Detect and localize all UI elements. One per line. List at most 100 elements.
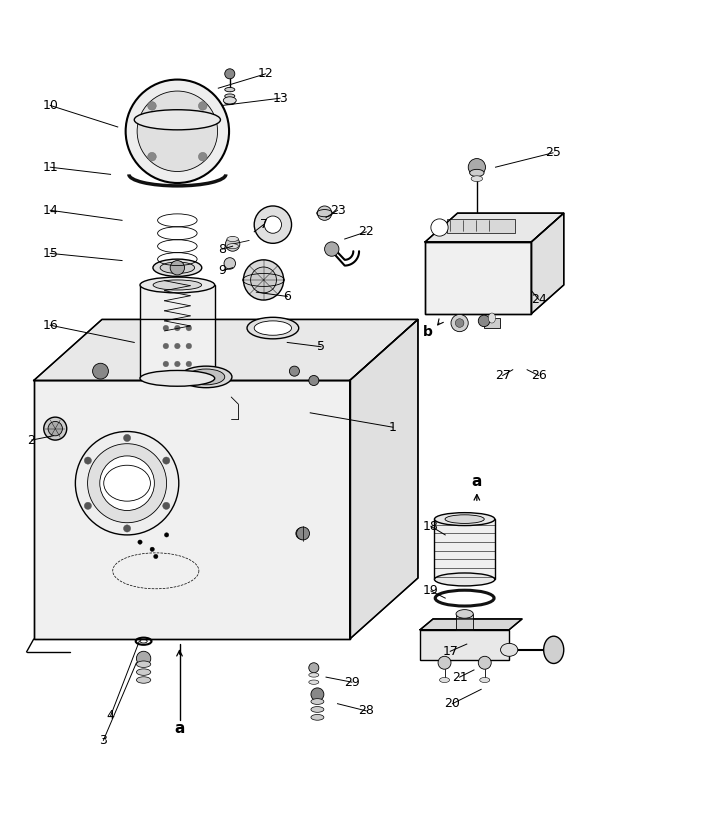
Bar [435, 519, 495, 580]
Ellipse shape [309, 680, 319, 685]
Text: 10: 10 [43, 99, 58, 112]
Circle shape [296, 527, 309, 540]
Circle shape [174, 344, 180, 349]
Circle shape [198, 152, 207, 161]
Ellipse shape [311, 706, 324, 712]
Ellipse shape [224, 97, 236, 104]
Circle shape [265, 216, 281, 234]
Text: 29: 29 [344, 675, 360, 689]
Circle shape [311, 688, 324, 701]
Text: a: a [174, 722, 185, 737]
Circle shape [154, 554, 158, 559]
Text: 27: 27 [495, 369, 510, 382]
Text: 12: 12 [258, 67, 273, 81]
Circle shape [431, 219, 448, 236]
Text: 23: 23 [329, 204, 345, 217]
Text: 8: 8 [218, 243, 226, 255]
Circle shape [309, 375, 319, 386]
Text: 21: 21 [452, 670, 467, 684]
Bar [420, 630, 509, 660]
Circle shape [186, 325, 192, 331]
Circle shape [251, 267, 276, 293]
Text: 26: 26 [531, 369, 547, 382]
Polygon shape [34, 319, 418, 381]
Bar [140, 285, 215, 378]
Text: 20: 20 [444, 697, 461, 710]
Text: 24: 24 [531, 293, 547, 306]
Circle shape [255, 206, 291, 244]
Ellipse shape [180, 366, 232, 388]
Circle shape [174, 361, 180, 367]
Circle shape [186, 361, 192, 367]
Circle shape [163, 361, 169, 367]
Ellipse shape [153, 259, 202, 276]
Circle shape [99, 456, 154, 511]
Bar [456, 614, 473, 630]
Ellipse shape [187, 369, 225, 385]
Text: 18: 18 [423, 520, 439, 533]
Ellipse shape [440, 678, 450, 683]
Ellipse shape [255, 321, 291, 335]
Text: 1: 1 [389, 421, 397, 433]
Ellipse shape [160, 262, 195, 274]
Circle shape [84, 457, 92, 465]
Ellipse shape [435, 512, 495, 526]
Text: b: b [423, 325, 433, 339]
Ellipse shape [136, 677, 151, 683]
Circle shape [226, 237, 240, 251]
Ellipse shape [469, 170, 484, 176]
Text: 13: 13 [273, 92, 288, 105]
Ellipse shape [500, 643, 518, 656]
Circle shape [44, 417, 67, 440]
Ellipse shape [435, 573, 495, 586]
Circle shape [317, 206, 332, 220]
Text: 3: 3 [99, 734, 107, 747]
Ellipse shape [309, 673, 319, 677]
Circle shape [125, 80, 229, 183]
Ellipse shape [136, 661, 151, 668]
Circle shape [84, 502, 92, 509]
Text: 4: 4 [107, 710, 115, 722]
Circle shape [48, 422, 63, 436]
Text: 14: 14 [43, 204, 58, 217]
Bar [447, 219, 515, 234]
Circle shape [468, 159, 485, 176]
Circle shape [186, 344, 192, 349]
Ellipse shape [544, 636, 564, 664]
Polygon shape [425, 213, 564, 242]
Circle shape [324, 242, 339, 256]
Ellipse shape [311, 715, 324, 720]
Circle shape [87, 444, 167, 522]
Ellipse shape [479, 678, 490, 683]
Circle shape [478, 315, 490, 327]
Ellipse shape [247, 318, 298, 339]
Circle shape [451, 314, 468, 332]
Text: 25: 25 [545, 146, 561, 160]
Bar [484, 318, 500, 328]
Text: 15: 15 [43, 247, 58, 260]
Circle shape [174, 325, 180, 331]
Circle shape [92, 363, 108, 379]
Ellipse shape [134, 110, 221, 130]
Ellipse shape [488, 313, 495, 323]
Ellipse shape [225, 94, 235, 98]
Circle shape [289, 366, 299, 376]
Polygon shape [350, 319, 418, 639]
Ellipse shape [311, 699, 324, 705]
Ellipse shape [225, 87, 235, 92]
Circle shape [76, 432, 179, 535]
Ellipse shape [445, 515, 485, 523]
Circle shape [478, 656, 491, 669]
Circle shape [136, 651, 151, 665]
Text: 5: 5 [317, 340, 325, 354]
Text: 7: 7 [260, 218, 267, 231]
Circle shape [455, 318, 464, 328]
Circle shape [164, 533, 169, 537]
Ellipse shape [227, 244, 239, 249]
Circle shape [225, 69, 235, 79]
Circle shape [163, 502, 170, 509]
Text: 19: 19 [423, 585, 439, 597]
Ellipse shape [227, 237, 239, 242]
Circle shape [148, 102, 156, 110]
Text: a: a [472, 474, 482, 489]
